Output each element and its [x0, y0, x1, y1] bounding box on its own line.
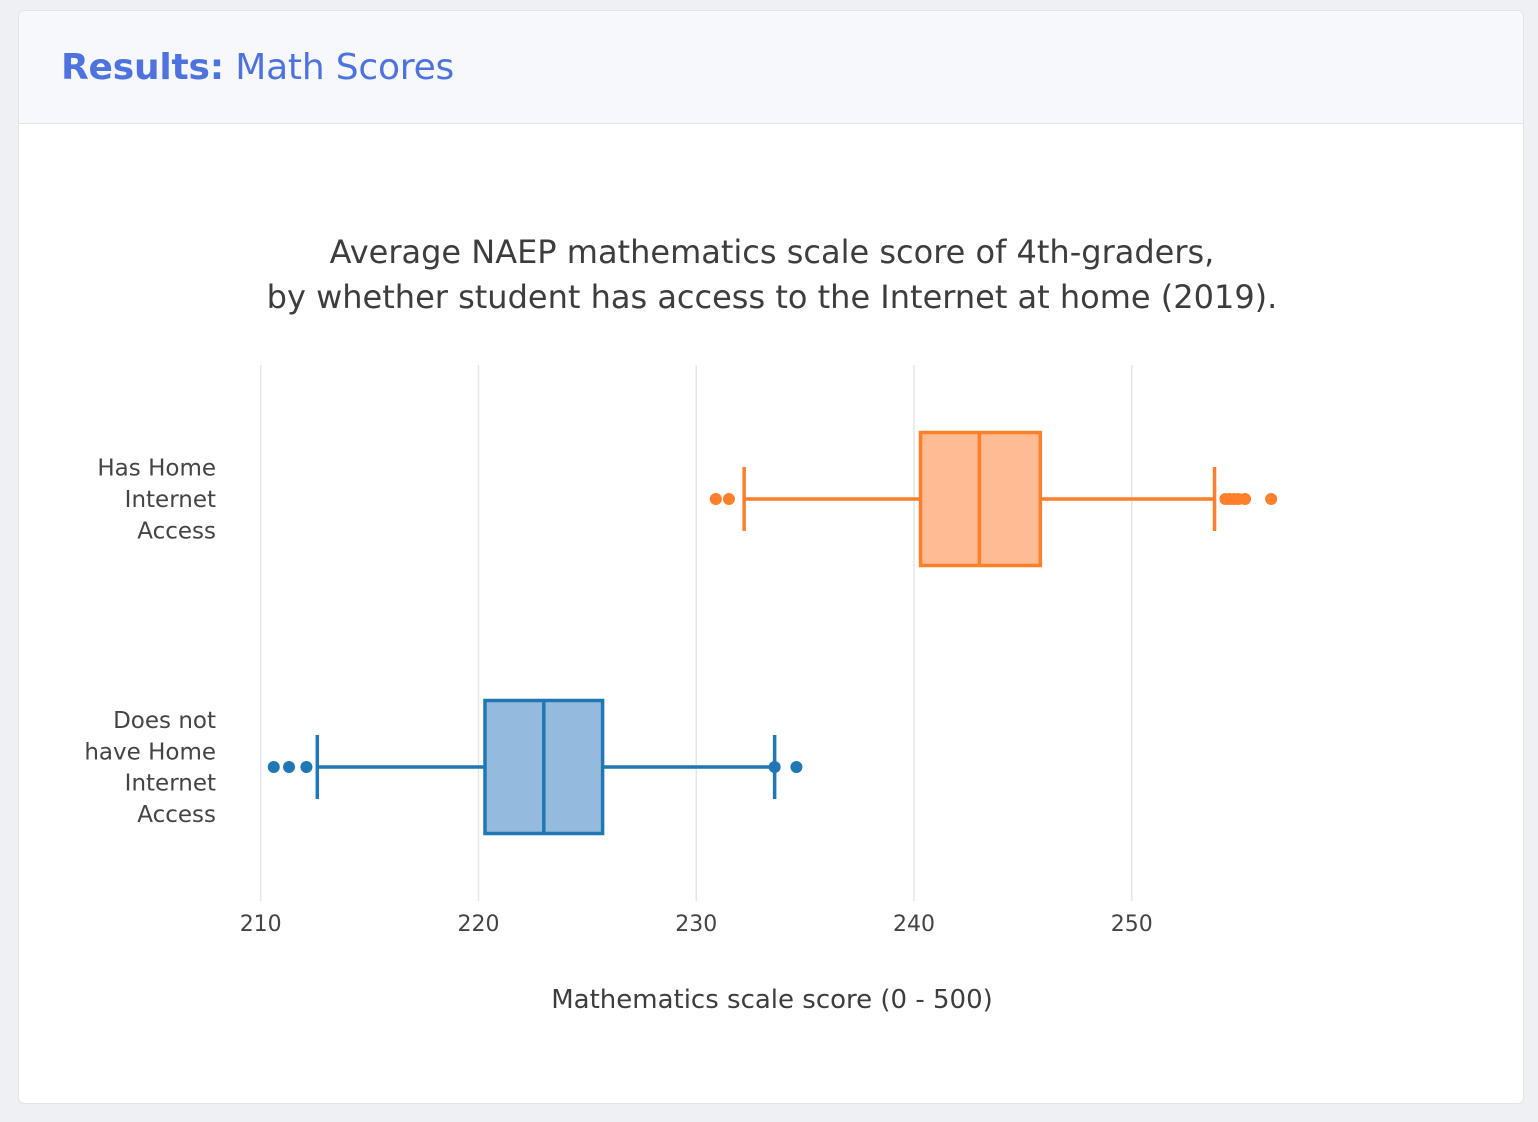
- outlier-point: [768, 761, 781, 773]
- outlier-point: [722, 493, 735, 505]
- category-label-line: Does not: [113, 708, 216, 734]
- card-title-bold: Results:: [61, 46, 224, 88]
- category-label-line: Has Home: [97, 456, 216, 482]
- category-label-line: have Home: [84, 739, 216, 765]
- category-label-line: Access: [137, 518, 216, 544]
- x-tick-label: 220: [457, 912, 499, 937]
- x-tick-label: 240: [893, 912, 935, 937]
- x-tick-label: 230: [675, 912, 717, 937]
- category-label-line: Internet: [125, 487, 216, 513]
- outlier-point: [300, 761, 313, 773]
- card-title-rest: Math Scores: [223, 46, 455, 88]
- results-card: Results: Math Scores Average NAEP mathem…: [18, 10, 1524, 1104]
- category-label-line: Access: [137, 802, 216, 828]
- x-axis-title: Mathematics scale score (0 - 500): [551, 985, 993, 1015]
- chart-title-line: Average NAEP mathematics scale score of …: [330, 233, 1215, 271]
- outlier-point: [709, 493, 722, 505]
- outlier-point: [267, 761, 280, 773]
- x-tick-label: 210: [240, 912, 282, 937]
- outlier-point: [1239, 493, 1252, 505]
- card-title: Results: Math Scores: [61, 47, 454, 88]
- outlier-point: [282, 761, 295, 773]
- card-header: Results: Math Scores: [19, 11, 1523, 124]
- chart-title-line: by whether student has access to the Int…: [267, 278, 1278, 316]
- category-label-line: Internet: [125, 771, 216, 797]
- box-plot-chart: Average NAEP mathematics scale score of …: [84, 233, 1278, 1015]
- outlier-point: [790, 761, 803, 773]
- x-tick-label: 250: [1111, 912, 1153, 937]
- outlier-point: [1265, 493, 1278, 505]
